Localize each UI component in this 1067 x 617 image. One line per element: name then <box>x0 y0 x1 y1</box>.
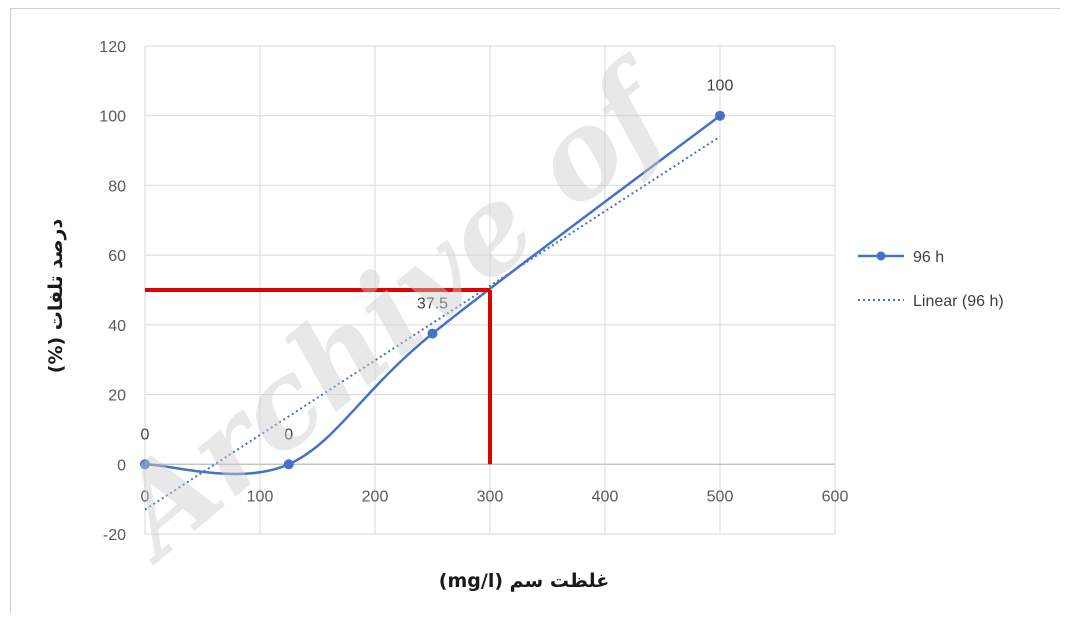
y-tick-label: -20 <box>103 527 126 544</box>
legend: 96 h Linear (96 h) <box>858 249 1004 310</box>
data-labels: 0 0 37.5 100 <box>141 78 734 444</box>
x-tick-label: 0 <box>141 488 150 505</box>
x-tick-label: 600 <box>822 488 849 505</box>
chart-frame <box>10 8 1060 613</box>
x-tick-label: 400 <box>592 488 619 505</box>
trendline <box>144 135 721 511</box>
y-tick-label: 20 <box>108 388 126 405</box>
y-tick-label: 120 <box>99 39 126 56</box>
x-tick-labels: 0 100 200 300 400 500 600 <box>141 488 849 505</box>
data-label: 100 <box>707 78 734 95</box>
legend-trendline-label: Linear (96 h) <box>913 293 1004 310</box>
series-96h-point <box>140 459 150 470</box>
series-96h-point <box>283 459 294 470</box>
x-tick-label: 200 <box>362 488 389 505</box>
data-label: 0 <box>284 426 293 443</box>
series-layer <box>140 110 725 511</box>
series-96h-point <box>427 328 438 339</box>
y-tick-labels: -20 0 20 40 60 80 100 120 <box>99 39 126 544</box>
series-96h-point <box>715 110 725 121</box>
x-axis-title: غلظت سم (mg/l) <box>439 570 609 592</box>
data-label: 0 <box>141 426 150 443</box>
x-tick-label: 100 <box>247 488 274 505</box>
y-axis-title: درصد تلفات (%) <box>45 219 67 374</box>
x-tick-label: 500 <box>707 488 734 505</box>
y-tick-label: 40 <box>108 318 126 335</box>
y-tick-label: 80 <box>108 178 126 195</box>
data-label: 37.5 <box>417 296 448 313</box>
annotation-layer <box>145 288 492 465</box>
x-tick-label: 300 <box>477 488 504 505</box>
y-tick-label: 60 <box>108 248 126 265</box>
y-tick-label: 100 <box>99 109 126 126</box>
legend-series-marker <box>876 251 886 261</box>
y-tick-label: 0 <box>117 457 126 474</box>
legend-series-label: 96 h <box>913 249 944 266</box>
series-96h-line <box>144 114 721 476</box>
